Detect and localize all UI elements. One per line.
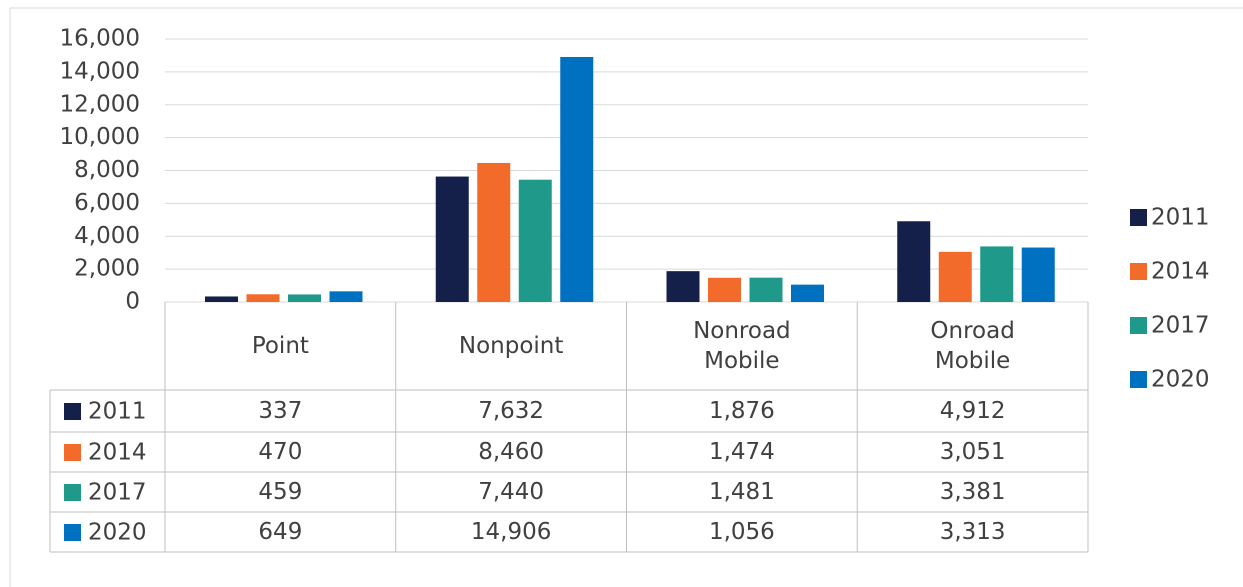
y-tick-label: 10,000 <box>60 124 140 150</box>
table-value: 470 <box>165 432 396 472</box>
table-value-text: 1,481 <box>708 479 775 505</box>
table-value: 3,313 <box>857 512 1088 552</box>
category-label-text: Onroad Mobile <box>930 318 1015 374</box>
legend-label: 2011 <box>1151 205 1210 231</box>
bar <box>897 221 931 302</box>
table-value-text: 470 <box>258 439 303 465</box>
bar <box>1021 247 1055 302</box>
table-value-text: 337 <box>258 398 303 424</box>
legend-label: 2020 <box>1151 367 1210 393</box>
bar <box>560 56 594 303</box>
y-tick-label: 14,000 <box>60 58 140 84</box>
bar <box>938 251 972 302</box>
table-value: 8,460 <box>396 432 627 472</box>
table-series-label: 2014 <box>88 440 147 466</box>
bar <box>205 296 238 302</box>
legend-label: 2014 <box>1151 259 1210 285</box>
category-label-text: Point <box>251 333 309 359</box>
y-tick-label: 12,000 <box>60 91 140 117</box>
table-value: 649 <box>165 512 396 552</box>
table-value: 7,632 <box>396 390 627 432</box>
table-legend-key <box>64 484 81 501</box>
table-value: 4,912 <box>857 390 1088 432</box>
table-value-text: 3,313 <box>939 519 1006 545</box>
table-value: 459 <box>165 472 396 512</box>
legend-label: 2017 <box>1151 313 1210 339</box>
table-value: 1,474 <box>627 432 858 472</box>
table-value-text: 3,051 <box>939 439 1006 465</box>
table-value-text: 8,460 <box>478 439 545 465</box>
table-series-label: 2017 <box>88 480 147 506</box>
table-value-text: 459 <box>258 479 303 505</box>
table-value: 7,440 <box>396 472 627 512</box>
table-value: 3,381 <box>857 472 1088 512</box>
table-legend-key <box>64 524 81 541</box>
table-value: 337 <box>165 390 396 432</box>
table-value-text: 1,876 <box>708 398 775 424</box>
legend-key <box>1130 371 1147 388</box>
table-value-text: 14,906 <box>470 519 552 545</box>
bar <box>980 246 1014 302</box>
category-label: Nonroad Mobile <box>627 302 858 390</box>
y-tick-label: 0 <box>125 289 140 315</box>
y-tick-label: 16,000 <box>60 26 140 52</box>
bar <box>288 294 321 302</box>
bar <box>708 277 741 302</box>
y-tick-label: 6,000 <box>74 190 140 216</box>
category-label-text: Nonroad Mobile <box>693 318 791 374</box>
table-value-text: 7,632 <box>478 398 545 424</box>
chart-frame <box>9 7 1243 587</box>
table-value-text: 1,056 <box>708 519 775 545</box>
table-value: 3,051 <box>857 432 1088 472</box>
legend-key <box>1130 317 1147 334</box>
y-tick-label: 8,000 <box>74 157 140 183</box>
bar <box>749 277 783 302</box>
legend-key <box>1130 209 1147 226</box>
y-tick-label: 2,000 <box>74 256 140 282</box>
table-value: 1,876 <box>627 390 858 432</box>
table-value-text: 4,912 <box>939 398 1006 424</box>
table-value-text: 1,474 <box>708 439 775 465</box>
category-label: Nonpoint <box>396 302 627 390</box>
category-label: Point <box>165 302 396 390</box>
y-tick-label: 4,000 <box>74 223 140 249</box>
table-series-label: 2020 <box>88 520 147 546</box>
table-value: 1,481 <box>627 472 858 512</box>
table-series-label: 2011 <box>88 399 147 425</box>
category-label: Onroad Mobile <box>857 302 1088 390</box>
bar <box>246 294 280 302</box>
bar <box>435 176 469 302</box>
table-legend-key <box>64 403 81 420</box>
table-value: 14,906 <box>396 512 627 552</box>
table-value: 1,056 <box>627 512 858 552</box>
bar <box>666 271 700 302</box>
table-legend-key <box>64 444 81 461</box>
bar <box>518 179 552 302</box>
bar <box>791 284 824 302</box>
bar <box>477 162 511 302</box>
legend-key <box>1130 263 1147 280</box>
bar <box>329 291 363 302</box>
table-value-text: 7,440 <box>478 479 545 505</box>
category-label-text: Nonpoint <box>458 333 564 359</box>
table-value-text: 3,381 <box>939 479 1006 505</box>
table-value-text: 649 <box>258 519 303 545</box>
